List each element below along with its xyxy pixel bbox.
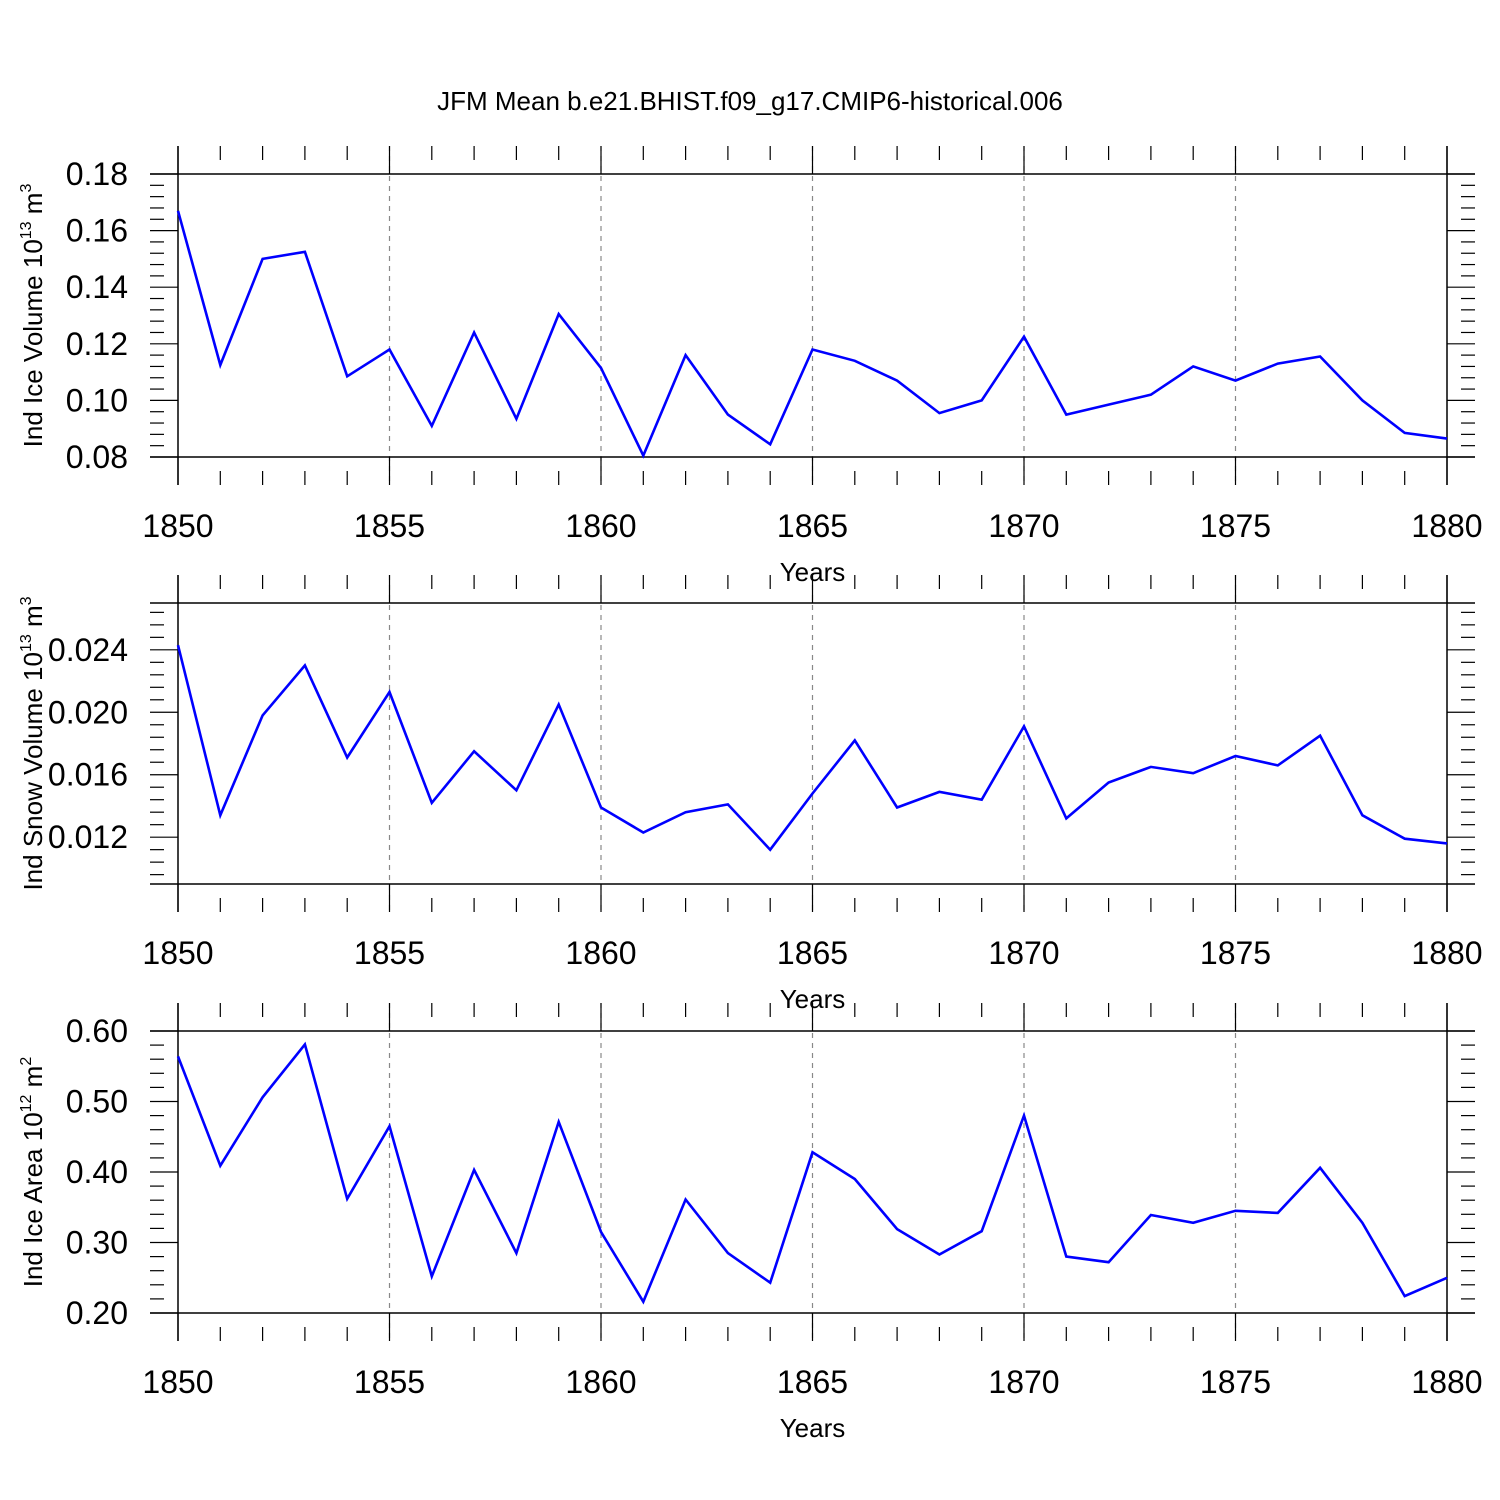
y-tick-label: 0.016	[48, 757, 128, 793]
y-axis-label: Ind Ice Area 1012 m2	[18, 1057, 48, 1288]
y-tick-label: 0.14	[66, 269, 128, 305]
x-tick-label: 1860	[565, 508, 636, 544]
x-tick-label: 1860	[565, 1364, 636, 1400]
x-tick-label: 1870	[988, 935, 1059, 971]
x-tick-label: 1875	[1200, 935, 1271, 971]
y-tick-label: 0.60	[66, 1013, 128, 1049]
y-tick-label: 0.18	[66, 156, 128, 192]
y-tick-label: 0.12	[66, 326, 128, 362]
y-tick-label: 0.012	[48, 819, 128, 855]
x-tick-label: 1865	[777, 935, 848, 971]
x-tick-label: 1855	[354, 508, 425, 544]
x-tick-label: 1875	[1200, 1364, 1271, 1400]
y-tick-label: 0.020	[48, 694, 128, 730]
y-tick-label: 0.024	[48, 632, 128, 668]
x-axis-label: Years	[780, 1413, 846, 1443]
panel-1: 0.08 0.10 0.12 0.14 0.16 0.18 1850 1855 1860 1865…	[18, 146, 1483, 587]
y-tick-label: 0.08	[66, 439, 128, 475]
x-tick-label: 1865	[777, 508, 848, 544]
x-tick-label: 1865	[777, 1364, 848, 1400]
x-tick-label: 1850	[142, 935, 213, 971]
panel-3: 0.20 0.30 0.40 0.50 0.60 1850 1855 1860 1865 1870…	[18, 1003, 1483, 1443]
y-axis-label: Ind Snow Volume 1013 m3	[18, 596, 48, 890]
panel-2: 0.012 0.016 0.020 0.024 1850 1855 1860 1865 1870…	[18, 575, 1483, 1014]
x-tick-label: 1855	[354, 935, 425, 971]
y-tick-label: 0.50	[66, 1084, 128, 1120]
x-tick-label: 1880	[1411, 1364, 1482, 1400]
x-tick-label: 1870	[988, 1364, 1059, 1400]
x-tick-label: 1860	[565, 935, 636, 971]
chart-title: JFM Mean b.e21.BHIST.f09_g17.CMIP6-histo…	[437, 86, 1063, 116]
y-tick-label: 0.20	[66, 1295, 128, 1331]
x-tick-label: 1880	[1411, 508, 1482, 544]
x-tick-label: 1855	[354, 1364, 425, 1400]
x-tick-label: 1880	[1411, 935, 1482, 971]
y-tick-label: 0.16	[66, 213, 128, 249]
y-tick-label: 0.30	[66, 1225, 128, 1261]
x-tick-label: 1850	[142, 508, 213, 544]
x-tick-label: 1870	[988, 508, 1059, 544]
y-axis-label: Ind Ice Volume 1013 m3	[18, 184, 48, 448]
y-tick-label: 0.10	[66, 382, 128, 418]
x-tick-label: 1875	[1200, 508, 1271, 544]
x-tick-label: 1850	[142, 1364, 213, 1400]
y-tick-label: 0.40	[66, 1154, 128, 1190]
